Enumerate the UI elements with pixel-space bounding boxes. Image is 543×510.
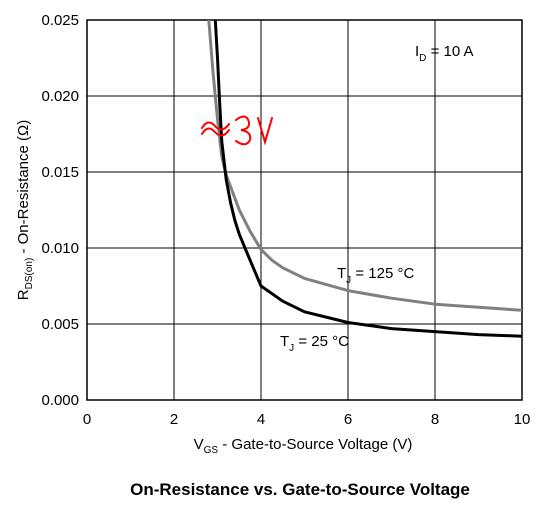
y-tick-label: 0.000 [41, 392, 79, 409]
figure-caption: On-Resistance vs. Gate-to-Source Voltage [130, 480, 470, 499]
x-axis-label: VGS - Gate-to-Source Voltage (V) [194, 436, 413, 456]
tick-labels: 0 2 4 6 8 10 0.000 0.005 0.010 0.015 0.020 0.025 [41, 12, 530, 428]
y-tick-label: 0.020 [41, 88, 79, 105]
tj-25-label: TJ = 25 °C [280, 333, 349, 354]
x-tick-label: 4 [257, 411, 265, 428]
x-tick-label: 10 [514, 411, 531, 428]
x-tick-label: 2 [170, 411, 178, 428]
y-tick-label: 0.010 [41, 240, 79, 257]
x-tick-label: 8 [431, 411, 439, 428]
y-tick-label: 0.025 [41, 12, 79, 29]
x-tick-label: 6 [344, 411, 352, 428]
series-line-tj-125 [207, 19, 523, 312]
series-lines [207, 19, 523, 338]
y-tick-label: 0.015 [41, 164, 79, 181]
chart: 0 2 4 6 8 10 0.000 0.005 0.010 0.015 0.020 0.025 ID… [15, 12, 530, 456]
y-tick-label: 0.005 [41, 316, 79, 333]
tj-125-label: TJ = 125 °C [337, 265, 414, 286]
grid-lines [87, 20, 522, 400]
x-tick-label: 0 [83, 411, 91, 428]
drain-current-annotation: ID = 10 A [415, 43, 474, 64]
y-axis-label: RDS(on) - On-Resistance (Ω) [15, 120, 35, 300]
plot-frame [86, 19, 523, 401]
handwritten-note [201, 115, 273, 146]
